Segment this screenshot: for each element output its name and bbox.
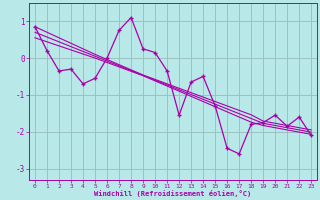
X-axis label: Windchill (Refroidissement éolien,°C): Windchill (Refroidissement éolien,°C) (94, 190, 252, 197)
